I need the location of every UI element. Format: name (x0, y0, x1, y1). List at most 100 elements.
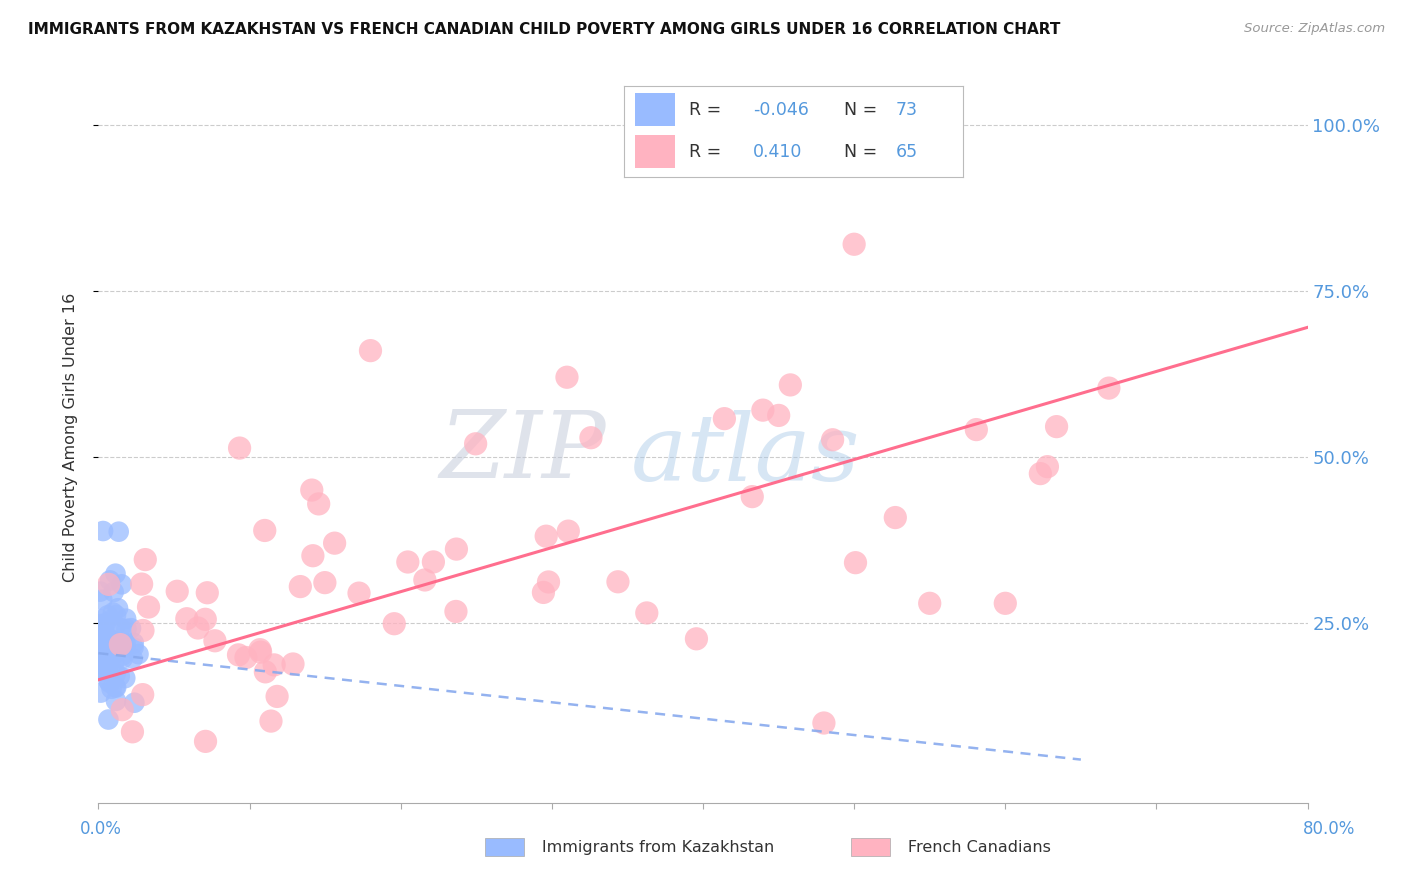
Point (302, 549, 325, 563)
Point (965, 423, 987, 437)
Point (382, 616, 405, 631)
Point (263, 657, 285, 672)
Point (98, 675, 121, 690)
Point (741, 490, 763, 504)
Point (813, 716, 835, 731)
Point (636, 606, 658, 620)
Point (101, 648, 124, 662)
Point (254, 665, 277, 679)
Point (91, 524, 114, 538)
Point (120, 621, 142, 635)
Point (93, 649, 115, 664)
Point (347, 586, 370, 600)
Point (114, 640, 136, 655)
Point (97, 635, 120, 649)
Point (104, 566, 127, 581)
Point (104, 640, 127, 655)
Point (204, 633, 226, 648)
Point (713, 411, 735, 425)
Point (97, 635, 120, 649)
Point (93, 623, 115, 637)
Point (446, 542, 468, 557)
Point (97, 608, 120, 623)
Point (260, 714, 283, 728)
Point (122, 640, 145, 655)
Point (607, 574, 630, 589)
Point (96, 653, 118, 667)
Point (323, 536, 346, 550)
Point (111, 703, 134, 717)
Point (110, 621, 132, 635)
Point (249, 645, 271, 659)
Point (228, 648, 250, 662)
Point (104, 618, 127, 632)
Point (110, 638, 132, 652)
Point (115, 622, 138, 636)
Point (93, 627, 115, 641)
Point (89, 584, 111, 599)
Point (104, 694, 127, 708)
Point (104, 680, 127, 694)
Point (131, 688, 153, 702)
Point (111, 577, 134, 591)
Text: 0.0%: 0.0% (80, 820, 122, 838)
Point (108, 669, 131, 683)
Point (290, 580, 312, 594)
Point (93, 665, 115, 679)
Point (97, 577, 120, 591)
Point (121, 651, 143, 665)
Point (534, 529, 557, 543)
Point (89, 612, 111, 626)
Point (97, 673, 120, 688)
Point (396, 555, 419, 569)
Point (103, 657, 125, 671)
Point (1036, 459, 1059, 474)
Point (101, 642, 124, 657)
Point (89, 617, 111, 632)
Point (114, 671, 136, 685)
Point (413, 573, 436, 587)
Point (94, 644, 117, 658)
Point (266, 690, 288, 704)
Point (249, 642, 271, 657)
Text: Source: ZipAtlas.com: Source: ZipAtlas.com (1244, 22, 1385, 36)
Point (103, 585, 125, 599)
Point (114, 637, 136, 651)
Point (194, 734, 217, 748)
Point (115, 612, 138, 626)
Point (195, 586, 218, 600)
Point (96, 643, 118, 657)
Point (96, 650, 118, 665)
Point (779, 378, 801, 392)
Point (128, 647, 150, 661)
Point (314, 575, 336, 590)
Point (1029, 467, 1052, 481)
Point (98, 632, 121, 646)
Point (134, 552, 156, 566)
Text: 80.0%: 80.0% (1302, 820, 1355, 838)
Point (96, 640, 118, 655)
Point (138, 600, 160, 615)
Point (281, 657, 304, 671)
Point (93, 633, 115, 648)
Point (1098, 381, 1121, 395)
Text: French Canadians: French Canadians (872, 840, 1050, 855)
Point (97, 661, 120, 675)
Point (104, 608, 127, 623)
Point (253, 524, 276, 538)
Point (422, 555, 444, 569)
Point (124, 696, 146, 710)
Point (176, 612, 198, 626)
Point (93, 657, 115, 671)
Point (97, 713, 120, 727)
Point (103, 641, 125, 656)
Point (107, 601, 129, 615)
Point (101, 634, 124, 648)
Point (752, 403, 775, 417)
Point (91, 592, 114, 607)
Point (1045, 419, 1067, 434)
Point (94, 636, 117, 650)
Point (98, 574, 121, 588)
Point (918, 596, 941, 610)
Point (537, 574, 560, 589)
